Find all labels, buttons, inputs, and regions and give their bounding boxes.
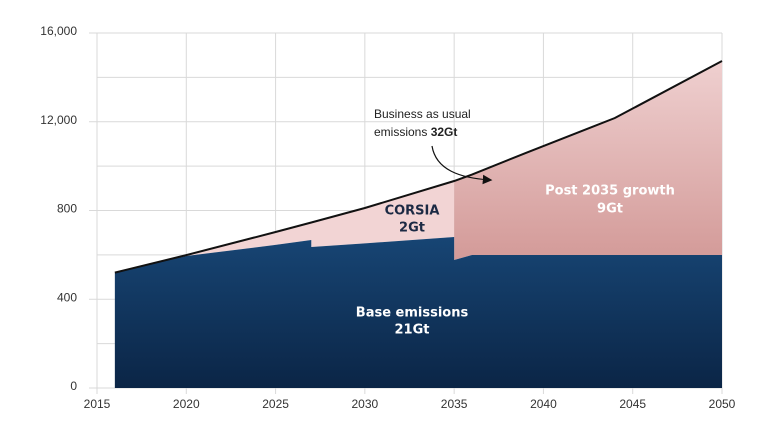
y-tick-label: 16,000 [40, 24, 77, 38]
y-tick-label: 12,000 [40, 113, 77, 127]
annotation-part: 32Gt [431, 125, 458, 139]
annotation-part: emissions [374, 125, 431, 139]
annotation: emissions 32Gt [374, 125, 457, 139]
y-tick-label: 400 [57, 290, 77, 304]
labels: Business as usual emissions 32Gt CORSIA … [356, 107, 675, 337]
x-tick-label: 2045 [619, 397, 646, 411]
corsia-region [114, 181, 455, 273]
region-label: Post 2035 growth [545, 184, 675, 199]
areas [114, 60, 723, 388]
x-tick-label: 2030 [352, 397, 379, 411]
x-tick-label: 2015 [84, 397, 111, 411]
region-label: 21Gt [395, 323, 430, 338]
region-label: CORSIA [385, 204, 440, 219]
y-tick-label: 800 [57, 202, 77, 216]
x-tick-label: 2050 [709, 397, 736, 411]
x-tick-label: 2040 [530, 397, 557, 411]
growth-region [454, 61, 722, 261]
base-area [114, 237, 723, 388]
annotation-arrow [431, 145, 493, 185]
annotation: Business as usual [374, 107, 471, 121]
x-tick-label: 2020 [173, 397, 200, 411]
y-tick-label: 0 [70, 379, 77, 393]
region-label: Base emissions [356, 306, 469, 321]
region-label: 9Gt [597, 202, 623, 217]
x-tick-label: 2035 [441, 397, 468, 411]
bau-line [114, 60, 723, 274]
x-tick-label: 2025 [262, 397, 289, 411]
region-label: 2Gt [399, 221, 425, 236]
